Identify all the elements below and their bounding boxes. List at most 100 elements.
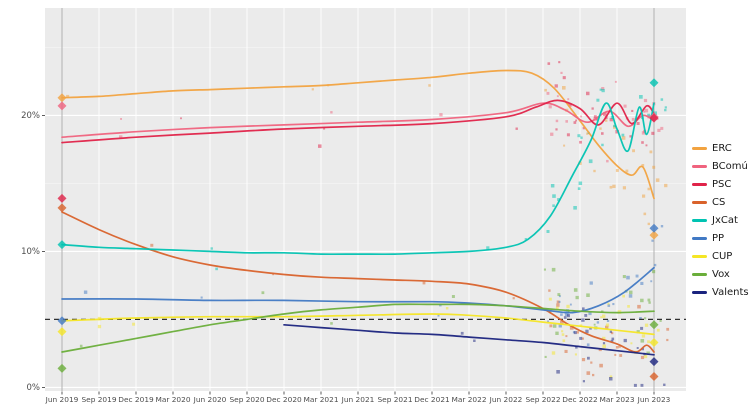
x-tick-label: Jun 2020 [193, 395, 227, 404]
poll-point [566, 133, 570, 137]
poll-point [650, 280, 653, 283]
poll-point [596, 118, 599, 121]
poll-point [636, 330, 640, 334]
poll-point [605, 323, 610, 327]
poll-point [601, 143, 604, 147]
legend-item-valents: Valents [692, 287, 749, 298]
poll-point [639, 317, 642, 320]
x-tick-label: Jun 2021 [341, 395, 375, 404]
poll-point [556, 303, 560, 307]
poll-point [79, 344, 83, 348]
poll-point [565, 120, 568, 123]
poll-point [626, 275, 630, 280]
poll-point [575, 295, 579, 300]
poll-point [641, 334, 646, 338]
poll-point [628, 294, 633, 298]
poll-point [473, 339, 476, 342]
result-2019-psc [57, 193, 67, 203]
poll-point [621, 136, 626, 140]
poll-point [562, 76, 566, 80]
poll-point [579, 336, 583, 340]
poll-point [150, 243, 154, 247]
poll-point [641, 141, 644, 144]
legend-item-pp: PP [692, 233, 749, 244]
poll-point [660, 126, 664, 130]
poll-point [647, 222, 650, 226]
poll-point [660, 98, 664, 101]
poll-point [631, 117, 635, 121]
poll-point [132, 322, 136, 326]
poll-point [601, 132, 604, 135]
poll-point [330, 322, 333, 325]
legend-label: CUP [712, 250, 733, 262]
poll-point [622, 186, 626, 190]
poll-point [445, 307, 449, 310]
poll-point [593, 323, 596, 326]
poll-point [609, 185, 613, 189]
poll-point [422, 281, 426, 285]
poll-point [629, 290, 633, 295]
poll-point [621, 133, 625, 137]
poll-point [573, 121, 577, 124]
poll-point [653, 263, 657, 267]
poll-point [652, 165, 656, 169]
poll-point [180, 117, 182, 120]
legend-swatch-cs [692, 201, 707, 204]
result-2023-pp [649, 223, 659, 233]
poll-point [636, 347, 639, 349]
poll-point [555, 306, 559, 310]
poll-point [547, 320, 549, 323]
poll-point [566, 314, 570, 318]
legend-swatch-cup [692, 255, 707, 258]
poll-point [615, 129, 619, 134]
poll-point [486, 246, 490, 250]
poll-point [547, 62, 551, 65]
poll-point [602, 342, 606, 345]
legend-label: PSC [712, 178, 732, 190]
poll-point [569, 303, 572, 306]
poll-point [574, 353, 577, 356]
poll-point [573, 288, 578, 292]
axes: Jun 2019 Sep 2019 Dec 2019 Mar 2020 Jun 2020… [21, 111, 671, 404]
poll-point [644, 323, 649, 327]
poll-point [663, 383, 666, 386]
poll-point [603, 112, 607, 116]
poll-point [549, 324, 553, 328]
series-line-valents [283, 323, 655, 356]
poll-point [622, 294, 625, 298]
legend-swatch-vox [692, 273, 707, 276]
poll-point [645, 144, 648, 147]
x-tick-label: Sep 2020 [229, 395, 264, 404]
poll-point [591, 107, 594, 110]
poll-point [657, 128, 661, 132]
poll-point [605, 119, 608, 122]
poll-point [599, 363, 603, 368]
x-tick-label: Sep 2022 [525, 395, 560, 404]
poll-point [655, 178, 660, 182]
poll-point [643, 110, 646, 113]
poll-point [97, 324, 102, 329]
poll-point [120, 118, 122, 120]
poll-point [544, 355, 547, 358]
legend-swatch-valents [692, 291, 707, 294]
poll-point [555, 119, 559, 123]
poll-point [582, 307, 585, 310]
legend-label: BComú [712, 160, 748, 172]
poll-point [636, 122, 640, 125]
poll-point [552, 324, 557, 328]
legend-item-bcomú: BComú [692, 161, 749, 172]
poll-point [609, 377, 613, 381]
poll-point [573, 331, 577, 335]
poll-point [200, 296, 203, 299]
series-line-cup [61, 313, 655, 336]
x-tick-label: Mar 2022 [451, 395, 486, 404]
poll-point [607, 302, 610, 305]
poll-point [592, 373, 595, 377]
poll-point [215, 267, 218, 271]
poll-point [652, 270, 656, 274]
legend-swatch-bcomú [692, 165, 707, 168]
poll-point [573, 206, 577, 210]
poll-point [575, 119, 577, 122]
poll-point [618, 345, 621, 348]
y-tick-label: 20% [21, 111, 40, 121]
